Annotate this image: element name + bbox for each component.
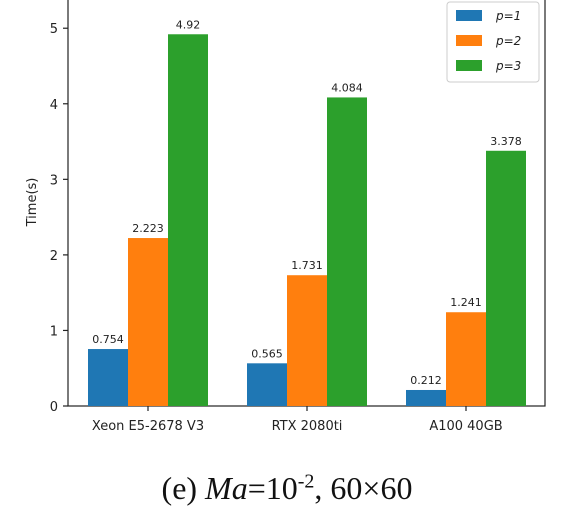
bar-value-label: 3.378	[490, 135, 522, 148]
bar-p=2-1	[287, 275, 327, 406]
bar-value-label: 0.212	[410, 374, 442, 387]
y-axis-label: Time(s)	[25, 178, 40, 228]
y-tick-label: 1	[50, 324, 58, 339]
x-axis: Xeon E5-2678 V3 RTX 2080ti A100 40GB	[92, 406, 503, 434]
bar-value-label: 0.754	[92, 333, 124, 346]
y-tick-label: 4	[50, 98, 58, 113]
legend: p=1 p=2 p=3	[446, 1, 540, 83]
x-tick-label: RTX 2080ti	[272, 419, 343, 434]
y-axis: 0 1 2 3 4 5	[50, 22, 68, 415]
y-tick-label: 3	[50, 173, 58, 188]
x-tick-label: Xeon E5-2678 V3	[92, 419, 204, 434]
bar-p=3-2	[486, 150, 526, 406]
legend-label: p=1	[495, 9, 521, 23]
bar-p=3-0	[168, 34, 208, 407]
x-tick-label: A100 40GB	[429, 419, 502, 434]
legend-swatch	[456, 10, 482, 21]
bar-value-label: 4.084	[331, 81, 363, 94]
bar-p=3-1	[327, 97, 367, 406]
caption-ma: Ma	[205, 470, 248, 506]
caption-eq: =10	[247, 470, 298, 506]
y-tick-label: 5	[50, 22, 58, 37]
bar-value-label: 0.565	[251, 347, 283, 360]
bar-chart: 0.754 2.223 4.92 0.565 1.731 4.084 0.212 1.241 3…	[25, 0, 546, 434]
legend-label: p=2	[495, 34, 521, 48]
bar-p=1-1	[247, 363, 287, 406]
legend-swatch	[456, 35, 482, 46]
legend-swatch	[456, 60, 482, 71]
caption-exponent: -2	[297, 470, 315, 493]
y-tick-label: 0	[50, 400, 58, 415]
y-tick-label: 2	[50, 249, 58, 264]
bar-value-label: 2.223	[132, 222, 164, 235]
caption-suffix: , 60×60	[314, 470, 413, 506]
legend-label: p=3	[495, 59, 521, 73]
bar-p=2-0	[128, 238, 168, 406]
figure-caption: (e) Ma=10-2, 60×60	[0, 470, 574, 507]
bar-value-label: 1.241	[450, 296, 482, 309]
bar-p=1-0	[88, 349, 128, 406]
bar-value-label: 4.92	[176, 18, 201, 31]
bar-p=1-2	[406, 389, 446, 406]
bar-value-label: 1.731	[291, 259, 323, 272]
bar-p=2-2	[446, 312, 486, 406]
bar-labels-layer: 0.754 2.223 4.92 0.565 1.731 4.084 0.212 1.241 3…	[92, 18, 522, 387]
caption-prefix: (e)	[161, 470, 206, 506]
bars-layer	[88, 34, 526, 407]
